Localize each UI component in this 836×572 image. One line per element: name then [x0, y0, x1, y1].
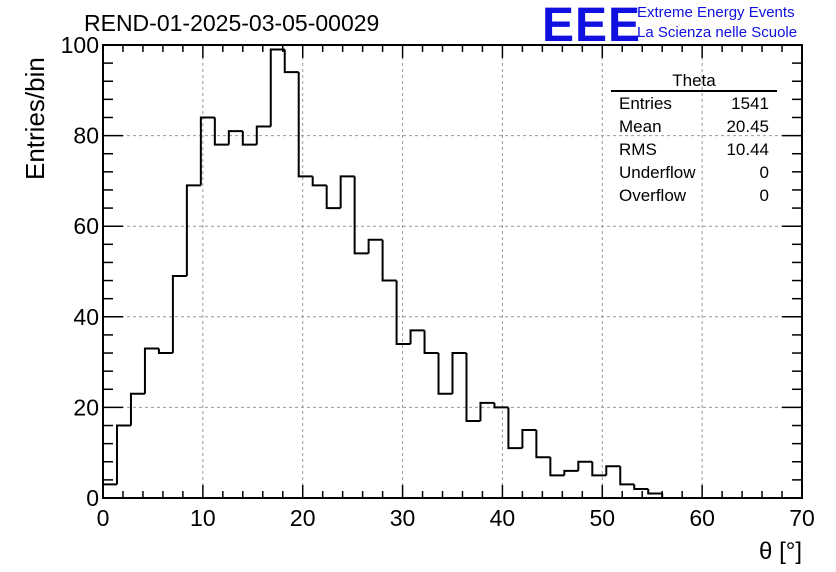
histogram-bin [213, 117, 229, 146]
histogram-bin [339, 175, 355, 209]
y-tick-label: 20 [73, 394, 99, 420]
histogram-bin [535, 430, 551, 459]
stats-value: 0 [759, 186, 769, 205]
histogram-bin [199, 116, 215, 186]
histogram-bin [507, 407, 523, 450]
histogram-bin [451, 352, 467, 394]
x-tick-label: 10 [190, 505, 216, 531]
stats-label: Mean [619, 117, 662, 136]
plot-frame [102, 44, 803, 499]
logo-line-1: Extreme Energy Events [637, 4, 795, 21]
stats-row-overflow: Overflow 0 [611, 184, 777, 207]
histogram-bin [325, 185, 341, 210]
histogram-bin [367, 238, 383, 254]
stats-row-underflow: Underflow 0 [611, 161, 777, 184]
y-axis-label: Entries/bin [20, 57, 50, 180]
histogram-bin [563, 469, 579, 476]
stats-row-mean: Mean 20.45 [611, 115, 777, 138]
histogram-bin [102, 483, 117, 498]
stats-label: Overflow [619, 186, 687, 205]
stats-value: 0 [759, 163, 769, 182]
histogram-bin [157, 348, 173, 355]
x-axis-label: θ [°] [759, 538, 802, 565]
histogram-bin [227, 130, 243, 145]
histogram-bin [241, 131, 257, 146]
x-tick-label: 30 [390, 505, 416, 531]
histogram-title: REND-01-2025-03-05-00029 [84, 10, 380, 36]
histogram-bin [185, 184, 201, 277]
histogram-bin [129, 392, 145, 426]
histogram-bin [115, 424, 131, 485]
y-tick-label: 0 [86, 485, 99, 511]
histogram-bin [479, 401, 495, 421]
histogram-bin [409, 329, 425, 344]
stats-row-rms: RMS 10.44 [611, 138, 777, 161]
histogram-bin [311, 176, 327, 187]
histogram-bin [297, 72, 313, 178]
x-tick-label: 0 [97, 505, 110, 531]
stats-value: 1541 [731, 94, 769, 113]
histogram-bin [353, 176, 369, 255]
stats-label: RMS [619, 140, 657, 159]
histogram-bin [619, 466, 635, 486]
histogram-bin [255, 125, 271, 145]
histogram-bin [269, 48, 285, 127]
histogram-bin [549, 457, 565, 477]
histogram-bin [633, 484, 649, 490]
x-tick-label: 70 [789, 505, 815, 531]
stats-box: Theta Entries 1541 Mean 20.45 RMS 10.44 … [611, 72, 777, 207]
stats-row-entries: Entries 1541 [611, 92, 777, 115]
stats-label: Underflow [619, 163, 696, 182]
stats-value: 20.45 [726, 117, 769, 136]
histogram-bin [437, 353, 453, 395]
x-tick-label: 20 [290, 505, 316, 531]
x-tick-label: 60 [689, 505, 715, 531]
y-tick-label: 100 [61, 32, 99, 58]
histogram-bin [605, 465, 621, 476]
histogram-bin [465, 353, 481, 422]
x-tick-label: 40 [490, 505, 516, 531]
x-tick-label: 50 [589, 505, 615, 531]
histogram-bin [143, 347, 159, 394]
histogram-bin [577, 460, 593, 471]
histogram-bin [521, 429, 537, 449]
histogram-bin [591, 461, 607, 477]
histogram-bin [381, 239, 397, 282]
y-tick-label: 40 [73, 304, 99, 330]
histogram-bin [395, 280, 411, 345]
histogram-bin [647, 488, 663, 495]
histogram-bin [171, 275, 187, 354]
logo-line-2: La Scienza nelle Scuole [637, 24, 798, 41]
histogram-bin [493, 402, 509, 409]
stats-box-title: Theta [611, 72, 777, 92]
stats-value: 10.44 [726, 140, 769, 159]
stats-label: Entries [619, 94, 672, 113]
histogram-bin [423, 330, 439, 355]
eee-logo: EEE [542, 0, 642, 52]
histogram-bin [283, 49, 299, 74]
y-tick-label: 80 [73, 123, 99, 149]
y-tick-label: 60 [73, 213, 99, 239]
